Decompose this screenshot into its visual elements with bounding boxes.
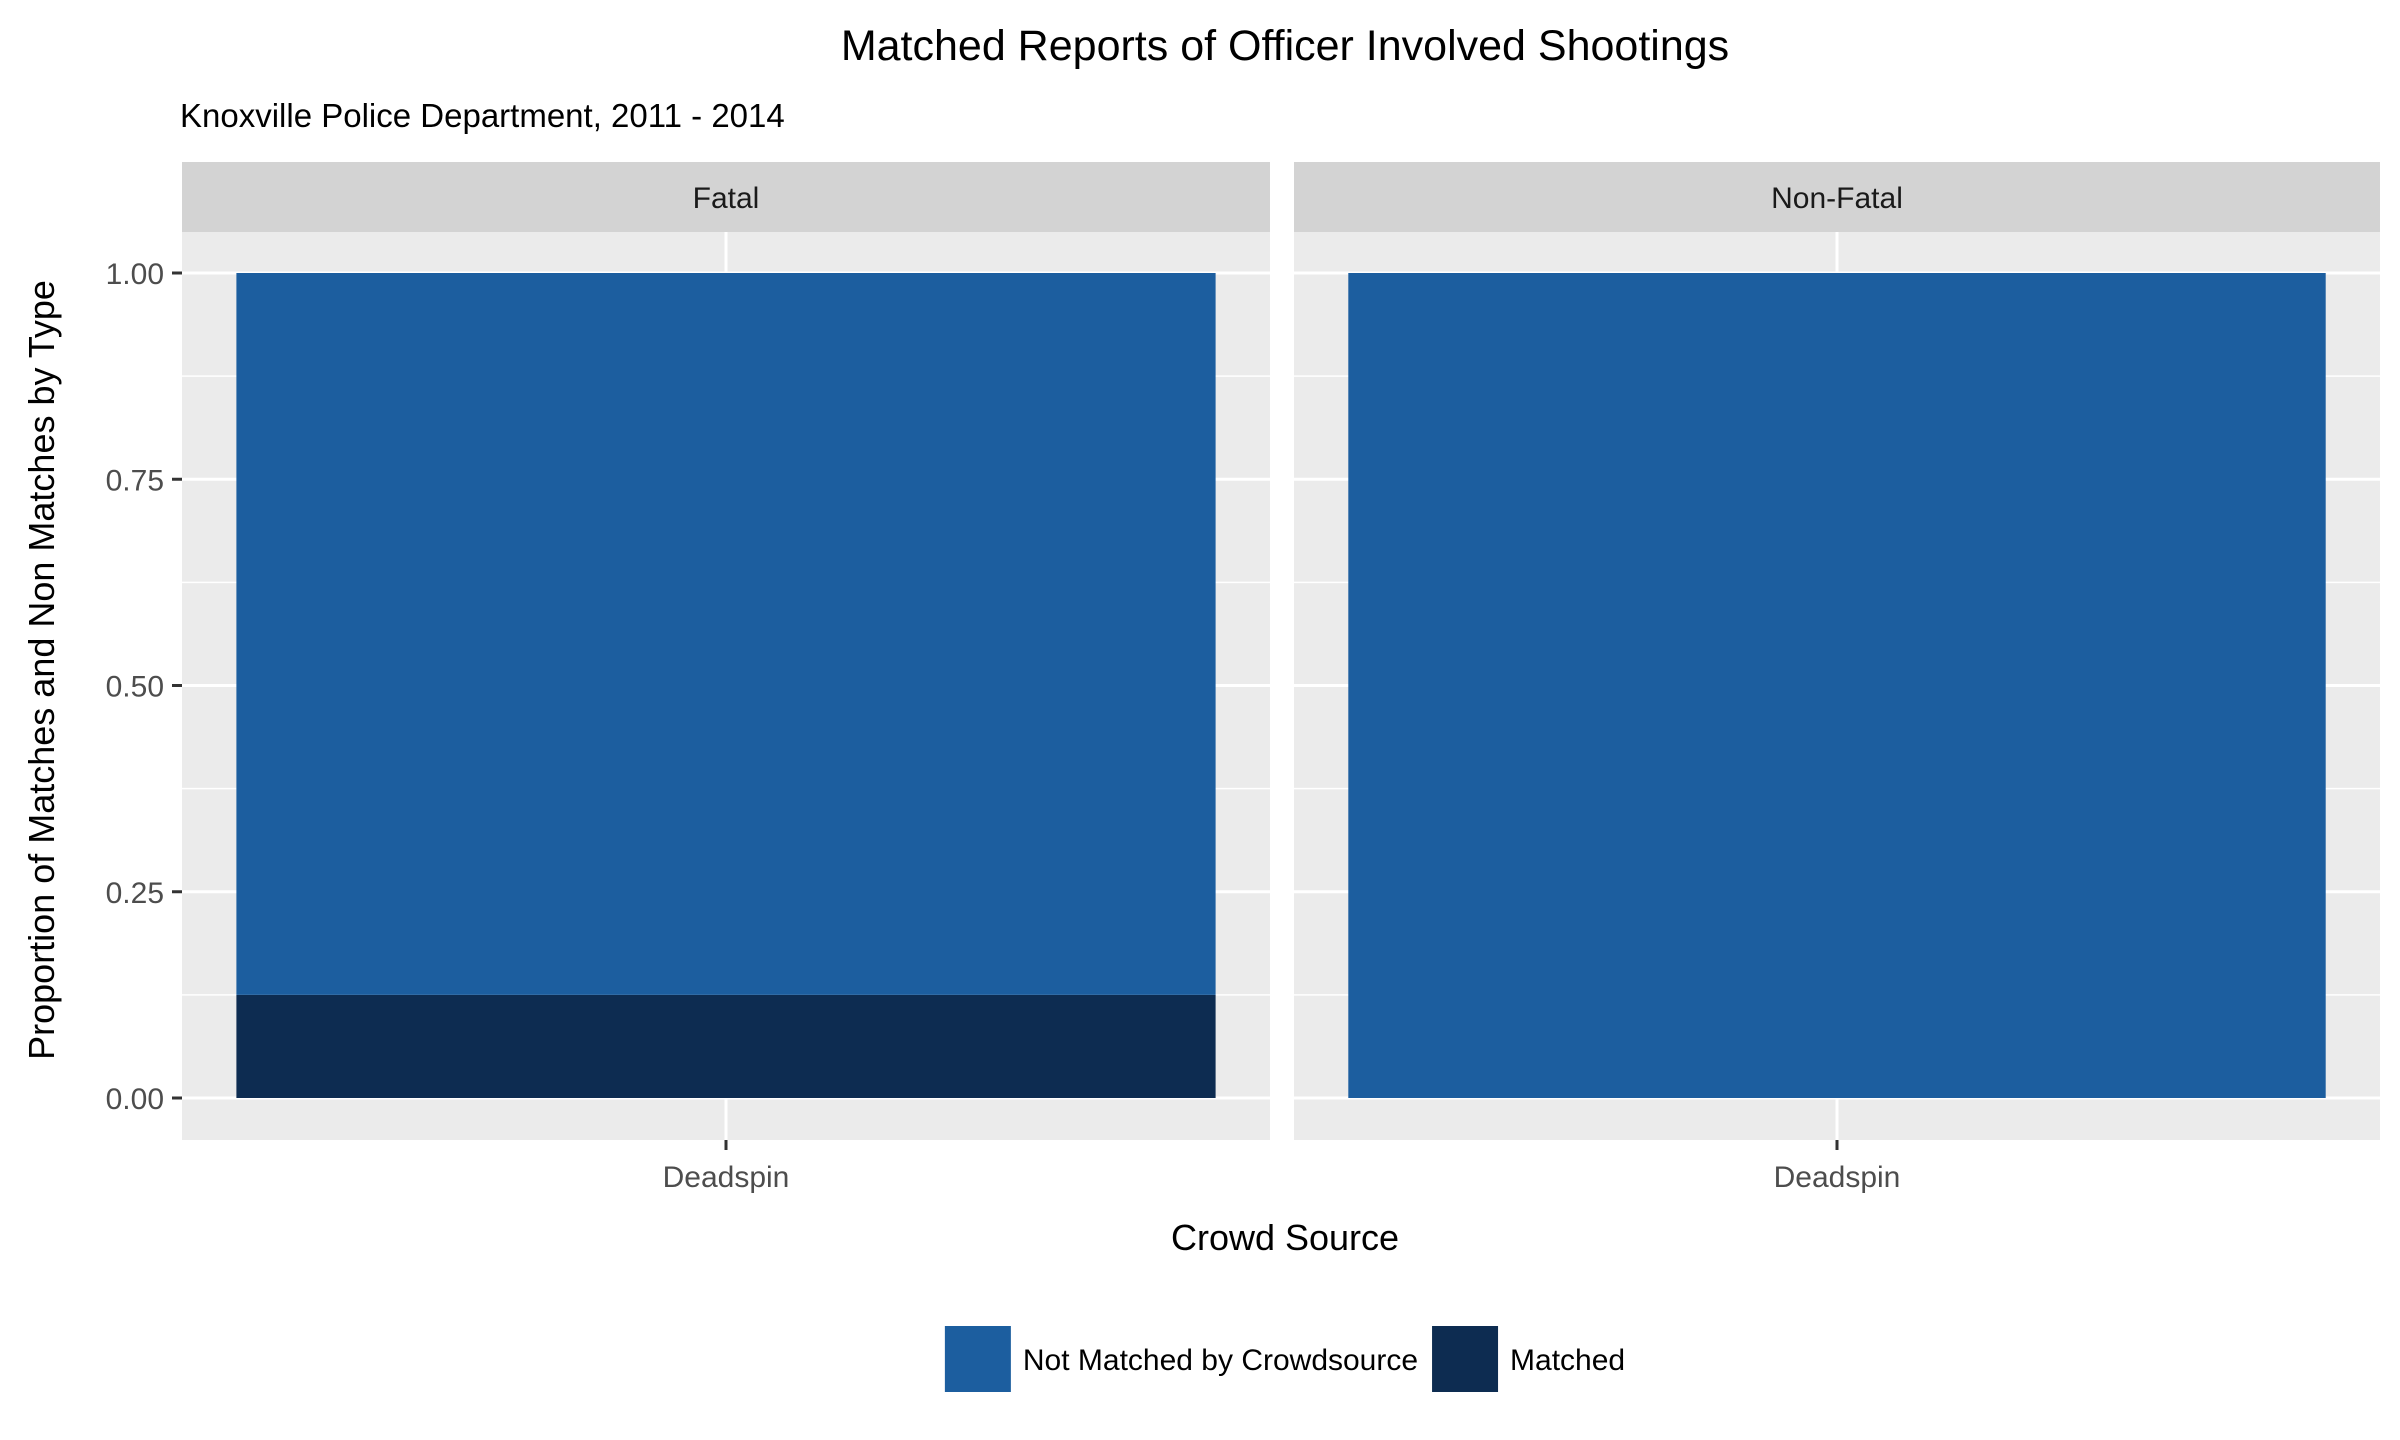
x-tick-label: Deadspin [1774, 1161, 1901, 1194]
legend-item-matched: Matched [1432, 1326, 1625, 1392]
y-tick-label: 0.00 [106, 1083, 164, 1116]
legend-key [944, 1326, 1011, 1392]
legend-key [1432, 1326, 1499, 1392]
x-tick-label: Deadspin [663, 1161, 790, 1194]
y-tick-label: 0.50 [106, 671, 164, 704]
facet-fatal: Fatal Deadspin 0.00 0.25 0.50 0.75 1.00 [106, 162, 1270, 1194]
legend-item-not-matched-by-crowdsource: Not Matched by Crowdsource [944, 1326, 1418, 1392]
facet-strip-label: Fatal [693, 182, 760, 215]
y-axis-label: Proportion of Matches and Non Matches by… [21, 280, 62, 1060]
facet-strip [182, 162, 1270, 232]
facet-strip [1294, 162, 2380, 232]
facet-panels: Fatal Deadspin 0.00 0.25 0.50 0.75 1.00 Non-Fat… [106, 162, 2380, 1194]
legend-label: Not Matched by Crowdsource [1023, 1344, 1418, 1377]
x-axis-label: Crowd Source [1171, 1217, 1399, 1258]
chart-title: Matched Reports of Officer Involved Shoo… [841, 22, 1729, 70]
bar-matched [236, 994, 1216, 1098]
legend-label: Matched [1510, 1344, 1625, 1377]
y-tick-label: 0.25 [106, 877, 164, 910]
chart-subtitle: Knoxville Police Department, 2011 - 2014 [180, 97, 785, 134]
bar-not-matched-by-crowdsource [1348, 273, 2326, 1098]
facet-strip-label: Non-Fatal [1771, 182, 1903, 215]
y-tick-label: 1.00 [106, 258, 164, 291]
y-tick-label: 0.75 [106, 464, 164, 497]
bar-not-matched-by-crowdsource [236, 273, 1216, 995]
legend: Not Matched by Crowdsource Matched [944, 1326, 1625, 1392]
facet-non-fatal: Non-Fatal Deadspin [1294, 162, 2380, 1194]
